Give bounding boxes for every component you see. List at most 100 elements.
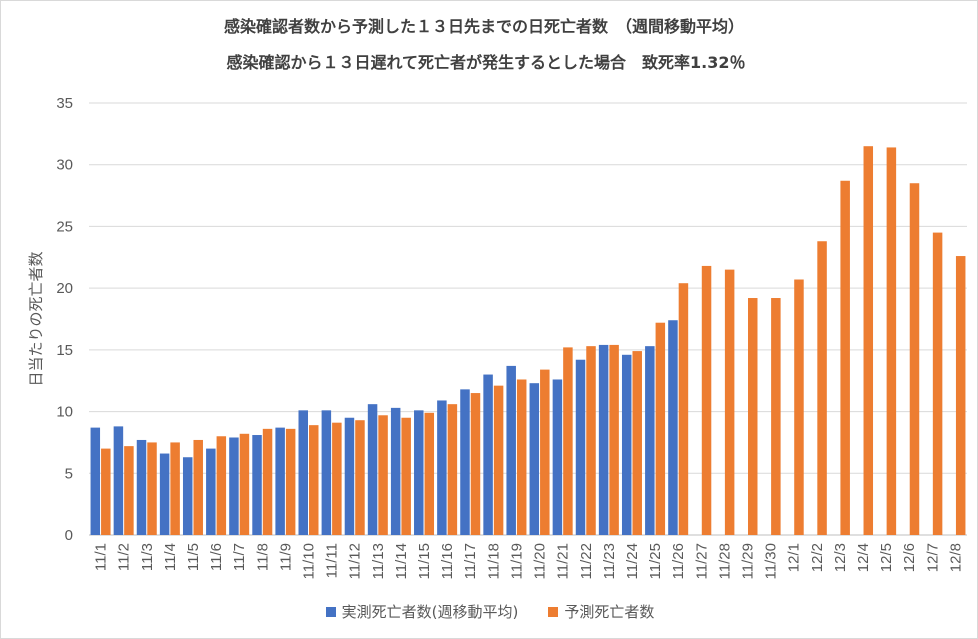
bar-actual (182, 457, 193, 535)
bar-actual (113, 426, 124, 535)
x-tick-label: 11/12 (347, 543, 364, 579)
legend-item-actual: 実測死亡者数(週移動平均) (325, 601, 519, 622)
bar-actual (229, 437, 239, 535)
bar-predicted (609, 344, 619, 535)
bar-predicted (840, 180, 850, 535)
x-tick-label: 11/23 (601, 543, 618, 579)
bar-predicted (124, 446, 134, 535)
bar-predicted (563, 347, 573, 535)
x-tick-label: 12/2 (809, 543, 826, 572)
bar-predicted (748, 298, 758, 535)
bar-predicted (101, 448, 111, 535)
x-tick-label: 11/10 (301, 543, 318, 579)
x-tick-label: 11/26 (670, 543, 687, 579)
x-tick-label: 12/3 (832, 543, 849, 572)
bar-actual (645, 346, 655, 535)
bar-actual (460, 389, 470, 535)
bar-actual (90, 427, 101, 535)
bar-predicted (771, 298, 781, 535)
bar-predicted (886, 147, 897, 536)
y-tick-label: 10 (56, 404, 73, 421)
bar-predicted (678, 283, 689, 535)
x-tick-label: 11/13 (370, 543, 387, 579)
bar-actual (206, 448, 216, 535)
x-tick-label: 11/11 (324, 543, 341, 578)
chart-title-line1: 感染確認者数から予測した１３日先までの日死亡者数 （週間移動平均） (223, 17, 744, 36)
bar-predicted (193, 439, 203, 535)
bar-predicted (447, 404, 458, 535)
bar-predicted (239, 433, 250, 535)
bar-actual (252, 435, 262, 535)
x-tick-label: 11/6 (208, 543, 225, 571)
bar-predicted (516, 379, 527, 535)
bar-predicted (216, 436, 227, 535)
bar-predicted (424, 412, 435, 535)
x-tick-label: 11/24 (624, 543, 641, 579)
bar-predicted (493, 385, 504, 535)
bar-actual (367, 404, 378, 535)
x-tick-label: 11/8 (254, 543, 271, 571)
x-tick-label: 12/6 (901, 543, 918, 572)
x-tick-label: 11/2 (116, 543, 133, 571)
bar-actual (414, 410, 424, 535)
bar-predicted (586, 346, 596, 535)
bar-predicted (170, 442, 180, 535)
bar-actual (298, 410, 308, 535)
x-tick-label: 11/30 (763, 543, 780, 579)
bar-predicted (355, 420, 365, 535)
bar-actual (552, 379, 563, 535)
bar-predicted (932, 232, 943, 535)
x-tick-label: 11/15 (416, 543, 433, 579)
x-tick-label: 11/17 (462, 543, 479, 579)
x-tick-label: 11/14 (393, 543, 410, 579)
bar-actual (390, 407, 401, 535)
legend-label-actual: 実測死亡者数(週移動平均) (341, 603, 519, 621)
bar-actual (506, 365, 516, 535)
x-tick-label: 11/9 (277, 543, 294, 571)
bar-predicted (285, 428, 296, 535)
x-tick-label: 11/16 (439, 543, 456, 579)
y-tick-label: 35 (56, 95, 73, 112)
bar-actual (483, 374, 493, 535)
x-tick-label: 11/5 (185, 543, 202, 571)
bar-actual (321, 410, 332, 535)
x-tick-label: 11/29 (740, 543, 757, 579)
y-tick-label: 20 (56, 280, 73, 297)
y-axis-label: 日当たりの死亡者数 (27, 251, 45, 386)
bar-predicted (955, 256, 966, 535)
chart-title-line2: 感染確認から１３日遅れて死亡者が発生するとした場合 致死率1.32％ (226, 53, 746, 72)
bar-predicted (401, 417, 411, 535)
x-tick-label: 11/18 (485, 543, 502, 579)
bar-actual (621, 354, 632, 535)
bar-predicted (540, 369, 550, 535)
x-tick-label: 11/19 (508, 543, 525, 579)
bar-predicted (147, 442, 157, 535)
bar-predicted (909, 183, 920, 535)
bar-predicted (470, 393, 481, 535)
bar-actual (344, 417, 355, 535)
x-tick-label: 11/1 (93, 543, 110, 571)
x-tick-label: 11/3 (139, 543, 156, 571)
x-tick-label: 11/4 (162, 543, 179, 571)
x-tick-label: 11/22 (578, 543, 595, 579)
x-axis-ticks: 11/1 11/2 11/3 11/4 11/5 11/6 11/7 11/8 11/9 11/1… (93, 543, 965, 579)
bar-actual (668, 320, 678, 535)
x-tick-label: 11/25 (647, 543, 664, 579)
legend-swatch-predicted (548, 606, 559, 617)
bars (90, 146, 966, 536)
bar-actual (275, 427, 285, 535)
x-tick-label: 12/4 (855, 543, 872, 572)
bar-predicted (655, 322, 666, 535)
bar-predicted (724, 269, 735, 535)
bar-predicted (262, 428, 273, 535)
x-tick-label: 11/21 (555, 543, 572, 579)
bar-actual (598, 344, 609, 535)
bar-predicted (794, 279, 804, 535)
bar-predicted (701, 265, 712, 535)
legend: 実測死亡者数(週移動平均) 予測死亡者数 (1, 601, 978, 622)
bar-predicted (863, 146, 874, 535)
x-tick-label: 11/28 (716, 543, 733, 579)
legend-label-predicted: 予測死亡者数 (564, 603, 655, 621)
x-tick-label: 12/8 (947, 543, 964, 572)
